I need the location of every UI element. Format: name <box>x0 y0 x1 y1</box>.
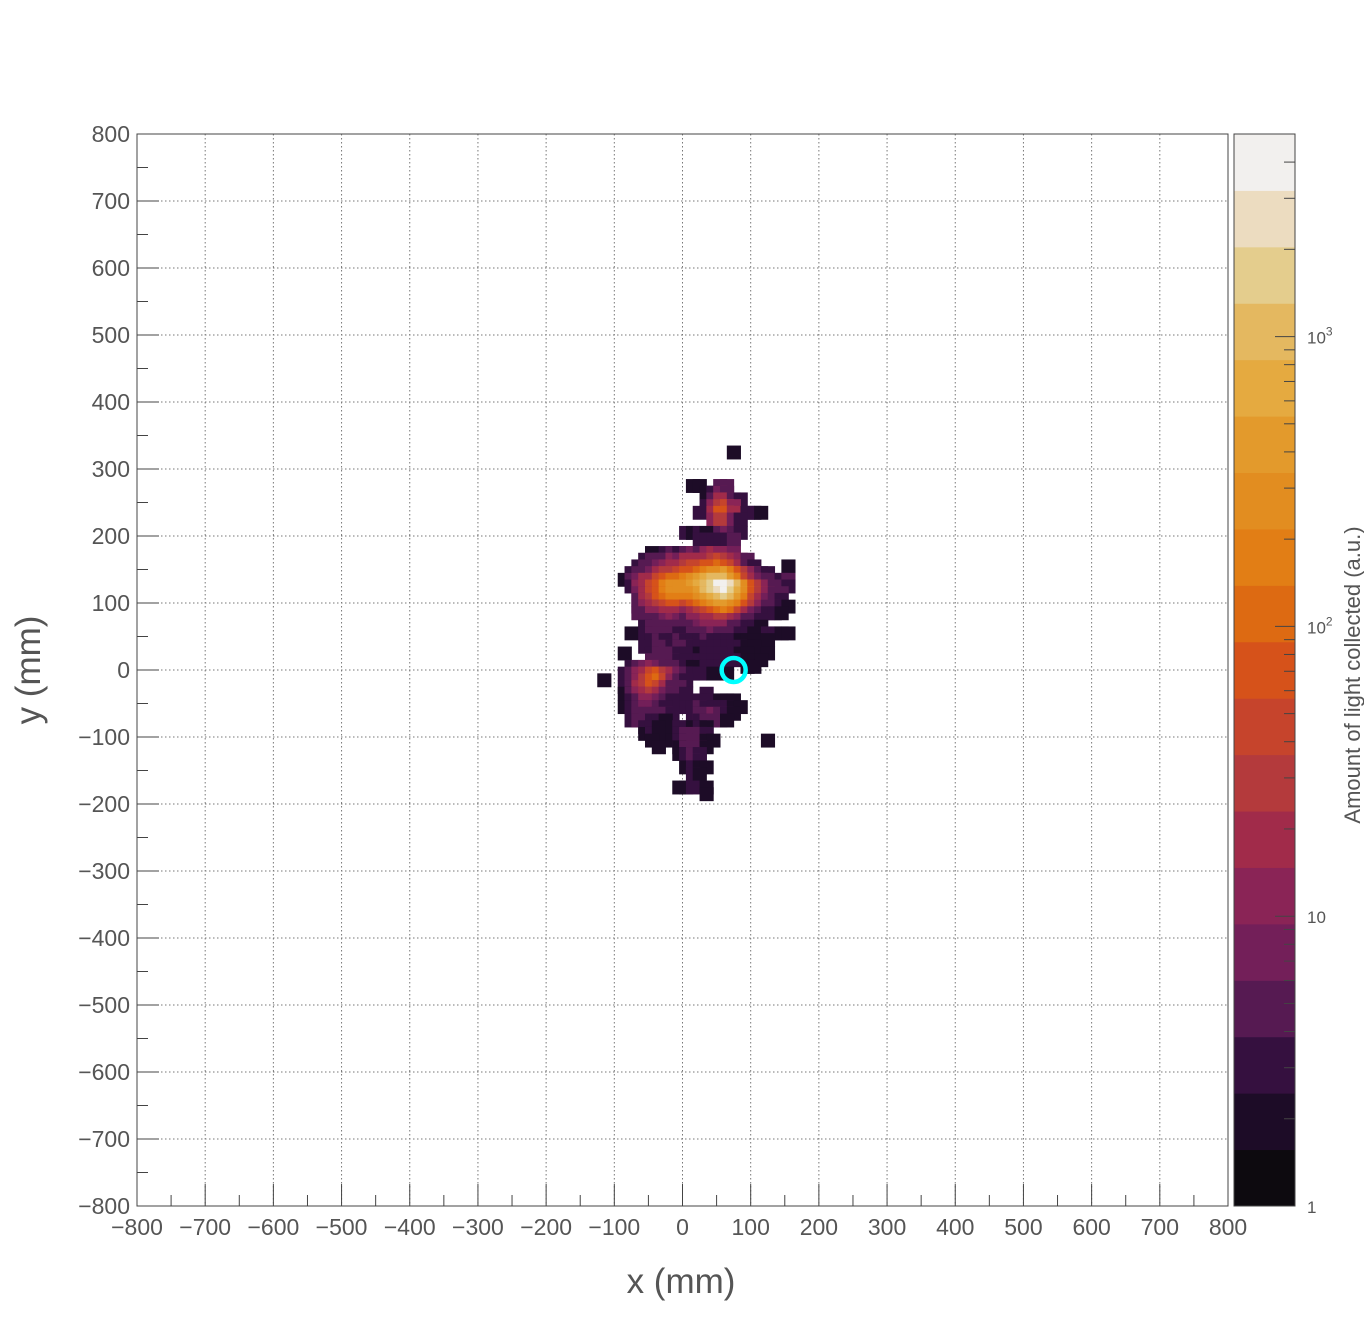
x-tick-label: 500 <box>1004 1214 1042 1240</box>
heatmap-bin <box>726 445 741 460</box>
color-scale-band <box>1234 980 1295 1038</box>
color-scale-band <box>1234 246 1295 304</box>
heatmap-bin <box>706 666 721 681</box>
color-scale-band <box>1234 303 1295 361</box>
y-tick-label: −800 <box>78 1193 130 1219</box>
x-tick-label: 200 <box>800 1214 838 1240</box>
cyan-circle-marker <box>719 655 748 685</box>
heatmap-bins <box>597 445 796 802</box>
y-tick-label: −600 <box>78 1059 130 1085</box>
x-tick-label: −100 <box>588 1214 640 1240</box>
color-scale-band <box>1234 190 1295 248</box>
x-tick-label: 600 <box>1072 1214 1110 1240</box>
color-scale-title: Amount of light collected (a.u.) <box>1340 526 1364 823</box>
y-tick-label: 100 <box>92 590 130 616</box>
x-tick-label: 300 <box>868 1214 906 1240</box>
heatmap-bin <box>754 505 769 520</box>
color-scale-tick-label: 103 <box>1307 325 1333 348</box>
y-tick-label: −700 <box>78 1126 130 1152</box>
tick-label-base: 1 <box>1307 1198 1316 1217</box>
tick-label-base: 10 <box>1307 618 1326 637</box>
heatmap-bin <box>617 646 632 661</box>
x-tick-label: 800 <box>1209 1214 1247 1240</box>
y-tick-label: 200 <box>92 523 130 549</box>
y-axis-tick-labels: 800 700 600 500 400 300 200 100 0 −100 −200 −300 −40… <box>78 121 130 1219</box>
x-axis-title: x (mm) <box>627 1262 736 1301</box>
y-tick-label: −200 <box>78 791 130 817</box>
x-tick-label: −500 <box>316 1214 368 1240</box>
heatmap-bin <box>692 767 707 782</box>
tick-label-base: 10 <box>1307 329 1326 348</box>
heatmap-bin <box>760 633 776 648</box>
heatmap-bin <box>774 606 789 621</box>
heatmap-bin <box>733 512 748 527</box>
x-tick-label: −200 <box>520 1214 572 1240</box>
y-axis-title: y (mm) <box>9 616 48 725</box>
color-scale-tick-label: 102 <box>1307 614 1333 637</box>
x-tick-label: −700 <box>179 1214 231 1240</box>
marker-layer <box>719 655 748 685</box>
y-tick-label: −300 <box>78 858 130 884</box>
color-scale-band <box>1234 416 1295 474</box>
y-tick-label: −500 <box>78 992 130 1018</box>
color-scale-band <box>1234 698 1295 756</box>
color-scale-band <box>1234 1036 1295 1094</box>
x-tick-label: 700 <box>1141 1214 1179 1240</box>
heatmap-bin <box>781 626 796 641</box>
grid <box>137 134 1228 1206</box>
color-scale-band <box>1234 923 1295 981</box>
heatmap-bin <box>720 713 735 728</box>
color-scale-band <box>1234 472 1295 530</box>
tick-label-base: 10 <box>1307 908 1326 927</box>
color-scale-tick-label: 1 <box>1307 1198 1316 1217</box>
color-scale-band <box>1234 811 1295 868</box>
color-scale-band <box>1234 867 1295 925</box>
heatmap-bin <box>679 686 694 701</box>
x-tick-label: −800 <box>111 1214 163 1240</box>
y-tick-label: 800 <box>92 121 130 147</box>
x-tick-label: 400 <box>936 1214 974 1240</box>
heatmap-bin <box>699 787 714 802</box>
tick-label-exponent: 2 <box>1326 614 1333 628</box>
x-tick-label: −600 <box>247 1214 299 1240</box>
y-tick-label: 300 <box>92 456 130 482</box>
x-tick-label: −400 <box>384 1214 436 1240</box>
heatmap-bin <box>726 532 741 547</box>
y-tick-label: 0 <box>117 657 130 683</box>
heatmap-bin <box>685 780 701 795</box>
color-scale-band <box>1234 754 1295 812</box>
x-axis-tick-labels: −800 −700 −600 −500 −400 −300 −200 −100 0 100 200 3… <box>111 1214 1247 1240</box>
heatmap-bin <box>597 673 612 688</box>
color-scale-band <box>1234 641 1295 699</box>
x-tick-label: 100 <box>732 1214 770 1240</box>
y-tick-label: −100 <box>78 724 130 750</box>
color-scale-frame <box>1233 133 1296 1207</box>
y-tick-label: −400 <box>78 925 130 951</box>
heatmap-bin <box>781 559 796 574</box>
x-tick-label: 0 <box>676 1214 689 1240</box>
color-scale-band <box>1234 1149 1295 1207</box>
y-tick-label: 600 <box>92 255 130 281</box>
axis-ticks <box>136 133 1229 1207</box>
heatmap-bin <box>651 740 666 755</box>
y-tick-label: 500 <box>92 322 130 348</box>
heatmap-bin <box>692 666 707 681</box>
heatmap-bin <box>624 626 639 641</box>
color-scale-band <box>1234 585 1295 643</box>
heatmap-bin <box>760 733 776 748</box>
x-tick-label: −300 <box>452 1214 504 1240</box>
color-scale-tick-label: 10 <box>1307 908 1326 927</box>
color-scale-band <box>1234 359 1295 417</box>
color-scale-band <box>1234 528 1295 586</box>
y-tick-label: 400 <box>92 389 130 415</box>
tick-label-exponent: 3 <box>1326 325 1333 339</box>
heatmap-bin <box>747 659 762 674</box>
color-scale-bar <box>1234 134 1295 1207</box>
y-tick-label: 700 <box>92 188 130 214</box>
color-scale-band <box>1234 1093 1295 1151</box>
heatmap-bin <box>692 505 707 520</box>
